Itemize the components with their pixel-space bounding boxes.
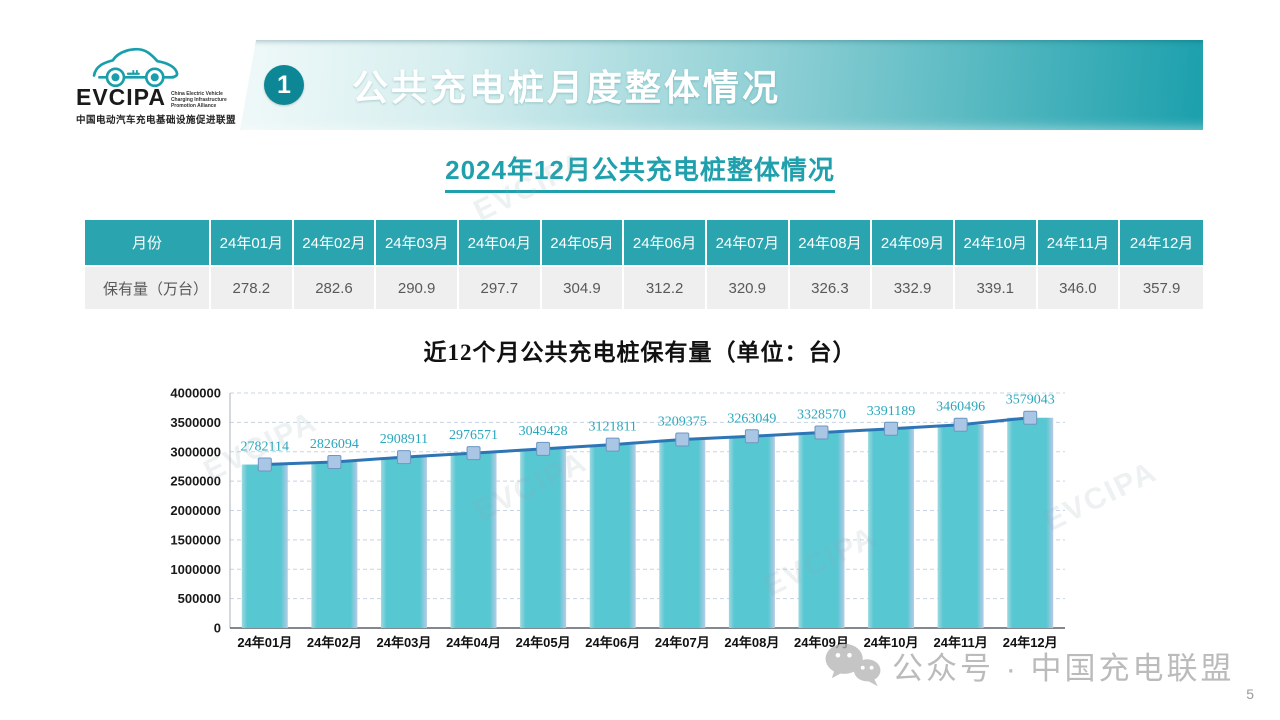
svg-text:2000000: 2000000 [170,503,221,518]
svg-text:24年11月: 24年11月 [934,635,988,650]
table-value-cell: 304.9 [541,267,625,309]
holdings-bar-line-chart: 0 500000 1000000 1500000 2000000 2500000 30000… [170,386,1065,650]
header-banner: 1 公共充电桩月度整体情况 [240,40,1203,130]
section-number-badge: 1 [264,65,304,105]
svg-text:1500000: 1500000 [170,532,221,547]
svg-text:3049428: 3049428 [519,424,568,439]
table-header-cell: 24年07月 [706,220,790,267]
svg-text:3000000: 3000000 [170,444,221,459]
logo-chinese-name: 中国电动汽车充电基础设施促进联盟 [76,115,237,126]
svg-text:3263049: 3263049 [727,411,776,426]
table-header-cell: 24年01月 [211,220,294,267]
svg-text:24年01月: 24年01月 [237,635,292,650]
section-title: 2024年12月公共充电桩整体情况 [0,150,1280,193]
svg-text:3328570: 3328570 [797,407,846,422]
wechat-icon [825,643,881,687]
svg-text:24年12月: 24年12月 [1003,635,1058,650]
table-data-row: 保有量（万台） 278.2 282.6 290.9 297.7 304.9 312.2 32… [85,267,1203,309]
svg-text:2782114: 2782114 [241,440,289,455]
svg-text:3209375: 3209375 [658,414,707,429]
table-value-cell: 297.7 [458,267,542,309]
table-header-cell: 24年11月 [1037,220,1121,267]
svg-text:24年08月: 24年08月 [724,635,779,650]
table-header-cell: 24年04月 [458,220,542,267]
svg-text:24年06月: 24年06月 [585,635,640,650]
svg-text:2826094: 2826094 [310,437,359,452]
wechat-label: 公众号 · 中国充电联盟 [892,650,1235,686]
table-value-cell: 346.0 [1037,267,1121,309]
evcipa-car-icon [92,47,179,88]
table-header-cell: 24年02月 [293,220,377,267]
table-header-cell: 24年03月 [376,220,459,267]
logo-acronym: EVCIPA [76,84,166,110]
svg-text:1000000: 1000000 [170,562,221,577]
table-value-cell: 332.9 [872,267,955,309]
page-number: 5 [1246,686,1254,702]
table-header-cell: 24年05月 [541,220,625,267]
table-header-cell: 24年10月 [954,220,1038,267]
svg-text:3460496: 3460496 [936,400,985,415]
table-header-month: 月份 [85,220,211,267]
table-value-cell: 278.2 [211,267,294,309]
svg-text:24年02月: 24年02月 [307,635,362,650]
table-value-cell: 320.9 [706,267,790,309]
svg-text:3500000: 3500000 [170,415,221,430]
svg-text:24年03月: 24年03月 [376,635,431,650]
table-header-cell: 24年09月 [872,220,955,267]
table-row-label: 保有量（万台） [85,267,211,309]
table-header-cell: 24年12月 [1120,220,1203,267]
table-value-cell: 290.9 [376,267,459,309]
svg-text:24年04月: 24年04月 [446,635,501,650]
svg-text:3391189: 3391189 [867,404,915,419]
table-header-row: 月份 24年01月 24年02月 24年03月 24年04月 24年05月 24年06月 2… [85,220,1203,267]
evcipa-logo: EVCIPA China Electric Vehicle Charging I… [76,38,246,130]
svg-text:2976571: 2976571 [449,428,498,443]
svg-text:24年07月: 24年07月 [655,635,710,650]
table-header-cell: 24年06月 [624,220,707,267]
svg-text:2500000: 2500000 [170,474,221,489]
svg-text:0: 0 [214,621,221,636]
table-header-cell: 24年08月 [789,220,873,267]
svg-text:3121811: 3121811 [588,420,636,435]
table-value-cell: 357.9 [1120,267,1203,309]
svg-text:24年05月: 24年05月 [516,635,571,650]
svg-text:500000: 500000 [178,591,221,606]
banner-title: 公共充电桩月度整体情况 [352,67,782,108]
svg-text:24年10月: 24年10月 [864,635,919,650]
logo-english-name: China Electric Vehicle Charging Infrastr… [170,91,227,109]
wechat-watermark: 公众号 · 中国充电联盟 [822,640,1235,690]
chart-title: 近12个月公共充电桩保有量（单位：台） [423,340,857,365]
svg-text:4000000: 4000000 [170,386,221,401]
table-value-cell: 282.6 [293,267,377,309]
svg-text:3579043: 3579043 [1006,393,1055,408]
monthly-holdings-table: 月份 24年01月 24年02月 24年03月 24年04月 24年05月 24年06月 2… [85,220,1203,309]
table-value-cell: 339.1 [954,267,1038,309]
svg-text:2908911: 2908911 [380,432,428,447]
table-value-cell: 326.3 [789,267,873,309]
table-value-cell: 312.2 [624,267,707,309]
